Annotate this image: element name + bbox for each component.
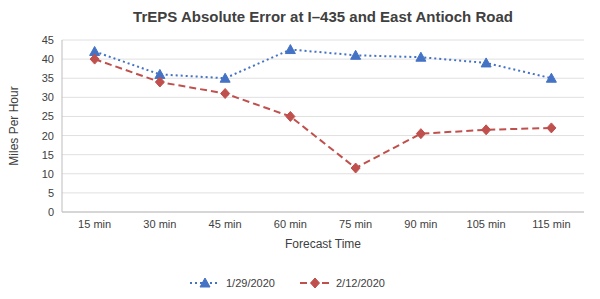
- series-marker: [351, 50, 361, 59]
- series-marker: [416, 52, 426, 61]
- x-tick-label: 15 min: [78, 218, 111, 230]
- plot-area: [90, 45, 557, 173]
- legend-swatch-marker: [200, 278, 210, 287]
- grid-line: [62, 154, 584, 155]
- grid: [62, 40, 584, 212]
- series-marker: [416, 129, 425, 139]
- x-tick-label: 30 min: [143, 218, 176, 230]
- legend-label: 1/29/2020: [226, 277, 275, 289]
- series-marker: [220, 73, 230, 82]
- series-marker: [90, 54, 99, 64]
- y-tick-label: 45: [42, 34, 54, 46]
- grid-line: [62, 78, 584, 79]
- chart-container: TrEPS Absolute Error at I–435 and East A…: [0, 0, 600, 299]
- series-marker: [351, 163, 360, 173]
- series-marker: [481, 58, 491, 67]
- grid-line: [62, 97, 584, 98]
- y-tick-label: 40: [42, 53, 54, 65]
- series-marker: [547, 123, 556, 133]
- series-marker: [221, 89, 230, 99]
- y-tick-label: 5: [48, 187, 54, 199]
- x-tick-label: 90 min: [404, 218, 437, 230]
- y-tick-label: 0: [48, 206, 54, 218]
- y-tick-label: 15: [42, 149, 54, 161]
- x-tick-label: 115 min: [532, 218, 570, 230]
- series-marker: [546, 73, 556, 82]
- grid-line: [62, 59, 584, 60]
- chart-svg: TrEPS Absolute Error at I–435 and East A…: [0, 0, 600, 299]
- x-axis-line: [62, 212, 584, 213]
- y-axis-line: [62, 40, 63, 212]
- series-line: [95, 50, 552, 79]
- series: [90, 54, 556, 173]
- legend-swatch-marker: [311, 278, 320, 288]
- grid-line: [62, 173, 584, 174]
- x-tick-label: 75 min: [339, 218, 372, 230]
- grid-line: [62, 192, 584, 193]
- y-axis-label: Miles Per Hour: [7, 86, 21, 165]
- y-tick-label: 30: [42, 91, 54, 103]
- series-marker: [285, 45, 295, 54]
- x-tick-label: 105 min: [467, 218, 506, 230]
- grid-line: [62, 116, 584, 117]
- chart-title: TrEPS Absolute Error at I–435 and East A…: [133, 8, 513, 25]
- x-tick-label: 45 min: [209, 218, 242, 230]
- series-line: [95, 59, 552, 168]
- x-tick-label: 60 min: [274, 218, 307, 230]
- grid-line: [62, 212, 584, 213]
- grid-line: [62, 40, 584, 41]
- x-axis-label: Forecast Time: [285, 237, 361, 251]
- y-tick-label: 20: [42, 130, 54, 142]
- legend-label: 2/12/2020: [336, 277, 385, 289]
- series-marker: [155, 77, 164, 87]
- grid-line: [62, 135, 584, 136]
- legend: 1/29/2020 2/12/2020: [190, 277, 385, 289]
- y-tick-label: 10: [42, 168, 54, 180]
- y-tick-label: 35: [42, 72, 54, 84]
- series-marker: [482, 125, 491, 135]
- series-marker: [286, 111, 295, 121]
- y-tick-label: 25: [42, 110, 54, 122]
